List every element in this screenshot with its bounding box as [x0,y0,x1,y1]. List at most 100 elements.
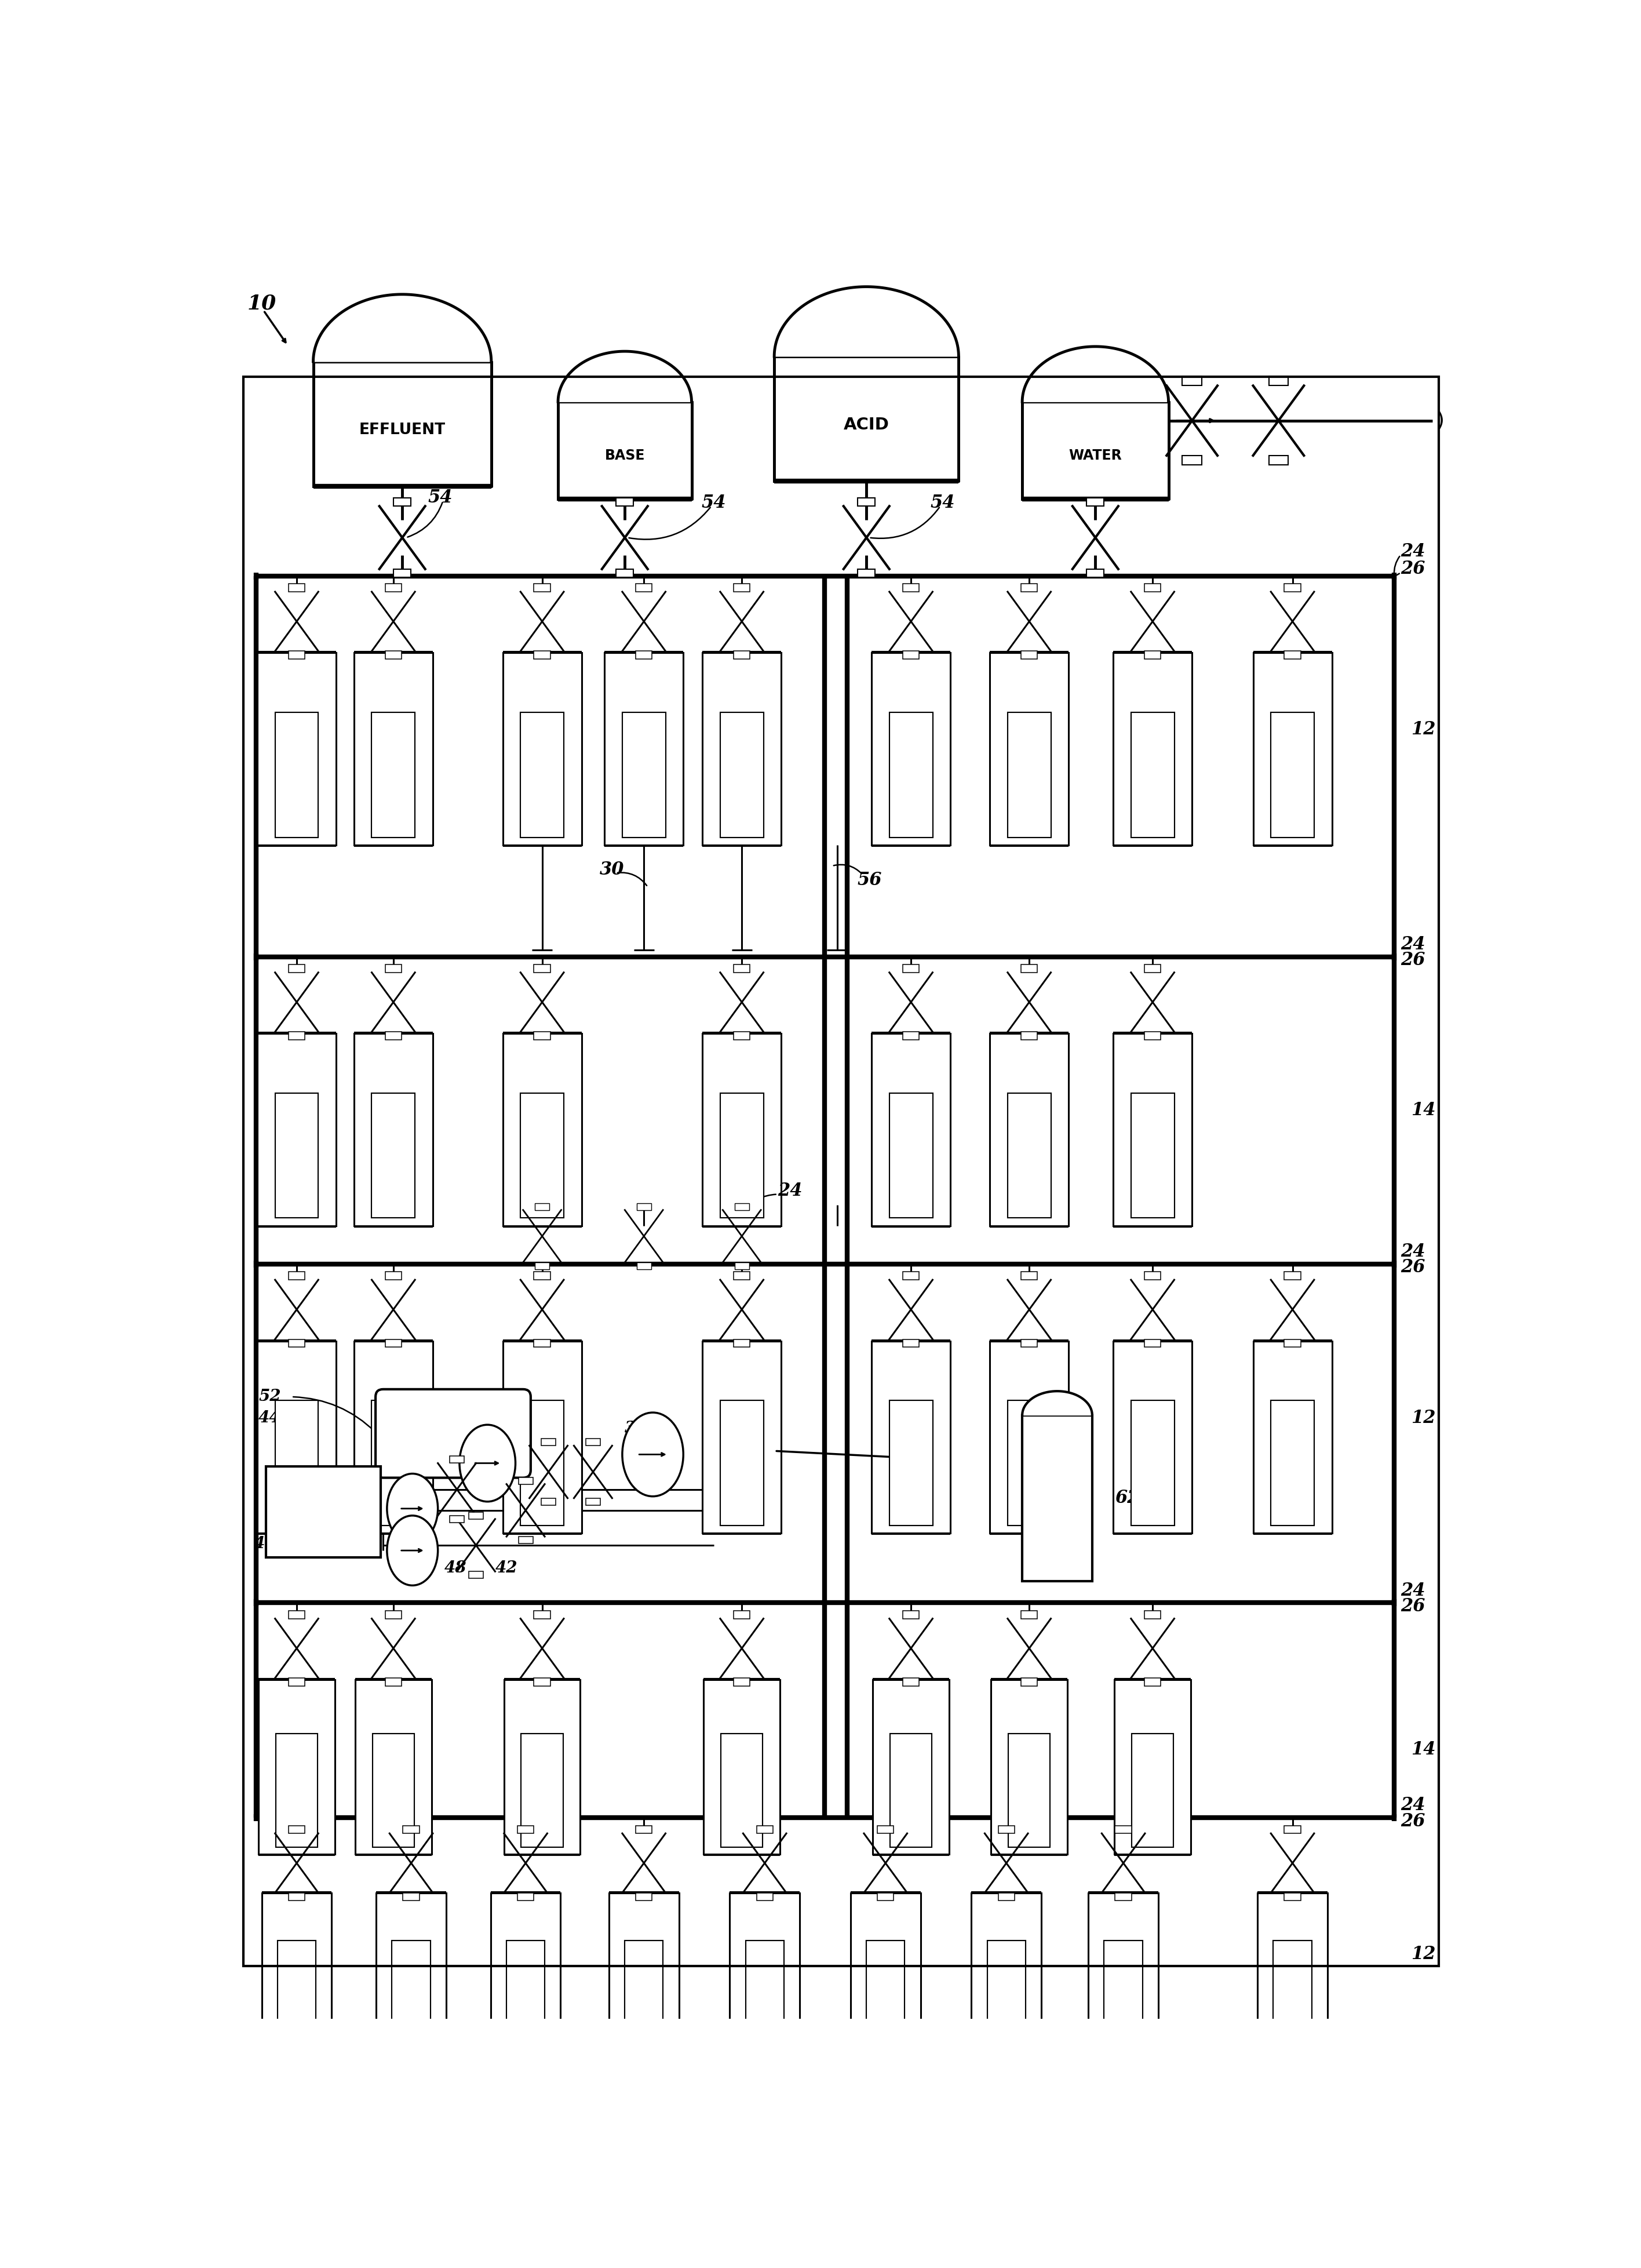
Bar [1008,1399,1050,1526]
Bar [990,1340,1068,1533]
Bar [971,1894,1042,2046]
Bar [720,1093,763,1218]
Bar [373,1733,414,1848]
Bar [354,1681,432,1855]
Bar [354,1340,433,1533]
Bar [371,712,415,837]
Bar [858,497,875,506]
Bar [735,1202,748,1209]
Bar [450,1515,464,1522]
Text: 54: 54 [428,488,453,506]
Bar [1183,376,1201,386]
Bar [1114,1681,1191,1855]
Text: 52: 52 [259,1388,281,1404]
Bar [533,1610,550,1619]
Bar [276,1093,318,1218]
Text: 26: 26 [1401,560,1426,578]
Bar [1257,1894,1328,2046]
Bar [386,1678,402,1685]
Bar [261,1894,331,2046]
Polygon shape [775,286,958,356]
Text: 14: 14 [1411,1740,1436,1758]
Bar [745,1941,784,2041]
Text: 48: 48 [445,1560,466,1576]
Bar [903,1338,919,1347]
Bar [1144,583,1160,592]
Text: 34: 34 [625,1420,647,1436]
Bar [615,497,633,506]
Bar [1021,1610,1037,1619]
Text: 28: 28 [734,1442,758,1461]
Text: 55: 55 [459,1456,482,1472]
Bar [1273,1941,1311,2041]
Bar [734,1032,750,1039]
Bar [542,1499,556,1506]
Bar [858,569,875,578]
Bar [1144,1272,1160,1279]
Bar [386,964,402,973]
Bar [1285,1826,1301,1833]
Text: EFFLUENT: EFFLUENT [359,422,445,438]
Bar [734,1610,750,1619]
Bar [522,1733,563,1848]
Bar [289,1894,305,1901]
Bar [903,964,919,973]
Bar [1144,1610,1160,1619]
Text: 12: 12 [1411,1408,1436,1427]
Text: 24: 24 [778,1182,802,1200]
Bar [637,1263,651,1270]
Bar [1268,456,1288,465]
Bar [757,1826,773,1833]
Bar [289,583,305,592]
Bar [533,964,550,973]
Bar [1008,1093,1050,1218]
Bar [903,1678,919,1685]
Bar [533,583,550,592]
Bar [1021,964,1037,973]
Bar [903,1032,919,1039]
Text: 12: 12 [1411,721,1436,739]
Bar [404,1894,420,1901]
Bar [376,1894,446,2046]
Bar [371,1093,415,1218]
Text: 50: 50 [441,1427,464,1442]
Bar [1285,651,1301,660]
Bar [998,1826,1014,1833]
Text: 14: 14 [1411,1102,1436,1120]
Bar [903,583,919,592]
Bar [871,653,950,846]
Bar [1270,1399,1314,1526]
Bar [604,653,683,846]
Text: 24: 24 [1401,1581,1426,1599]
Text: 26: 26 [1401,1812,1426,1830]
Bar [1285,1338,1301,1347]
Ellipse shape [387,1474,438,1545]
Polygon shape [1022,347,1168,401]
Bar [1116,1894,1132,1901]
Bar [998,1894,1014,1901]
Bar [394,497,410,506]
Bar [586,1438,601,1445]
Bar [276,1733,318,1848]
Bar [635,583,651,592]
Polygon shape [313,295,491,361]
Bar [535,1263,550,1270]
Ellipse shape [622,1413,683,1497]
Bar [991,1681,1067,1855]
Bar [259,1681,335,1855]
Bar [469,1513,482,1520]
Text: ACID: ACID [843,417,889,433]
Text: WATER: WATER [1068,449,1122,463]
Bar [289,1338,305,1347]
Bar [720,712,763,837]
Bar [533,1678,550,1685]
Bar [1021,1272,1037,1279]
Bar [1285,1894,1301,1901]
Text: 36: 36 [456,1399,479,1415]
Text: ): ) [1436,411,1444,431]
Text: 42: 42 [496,1560,517,1576]
Bar [734,1272,750,1279]
Bar [502,653,581,846]
Bar [734,583,750,592]
Bar [1086,569,1104,578]
